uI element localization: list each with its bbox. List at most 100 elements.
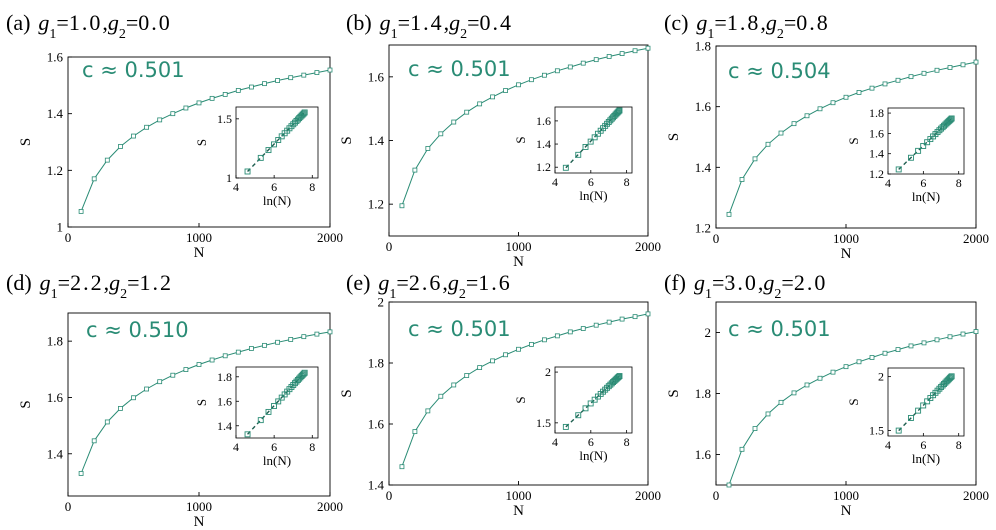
central-charge-annotation: c ≈ 0.501 [408, 317, 511, 341]
g2-value: 1.2 [140, 270, 174, 295]
data-point [131, 395, 136, 401]
data-point [464, 373, 470, 378]
panel-d: (d) g1=2.2,g2=1.2 0 1000 2000 1.4 1.6 1.8 N Sc ≈ … [6, 270, 343, 530]
central-charge-annotation: c ≈ 0.510 [86, 318, 189, 342]
x-tick-label: 1000 [186, 230, 212, 245]
inset-data-point [616, 373, 623, 379]
inset-y-tick-label: 1.4 [869, 147, 884, 161]
data-point [645, 311, 651, 317]
inset-y-tick-label: 1.6 [869, 126, 884, 140]
data-point [412, 429, 418, 435]
data-point [529, 77, 534, 83]
data-point [78, 209, 84, 214]
inset-x-axis-label: ln(N) [912, 451, 940, 466]
inset-data-point [265, 408, 272, 415]
data-point [248, 346, 254, 351]
inset-x-tick-label: 6 [588, 435, 594, 449]
data-point [144, 124, 150, 130]
data-point [843, 94, 849, 100]
inset-data-point [936, 127, 943, 134]
inset-y-axis-label: S [194, 139, 209, 146]
data-point [222, 92, 228, 97]
inset-data-point [947, 116, 954, 123]
data-point [438, 131, 444, 137]
inset-data-point [591, 134, 598, 141]
x-tick-label: 1000 [833, 488, 859, 503]
central-charge-annotation: c ≈ 0.501 [82, 58, 185, 82]
y-axis-label: S [666, 389, 682, 397]
inset-x-tick-label: 8 [956, 176, 962, 190]
y-tick-label: 1.4 [695, 160, 712, 175]
inset-y-tick-label: 1.8 [869, 106, 884, 120]
panel-tag: (b) [346, 10, 372, 35]
central-charge-annotation: c ≈ 0.501 [408, 57, 511, 81]
inset-y-tick-label: 1.5 [869, 424, 884, 438]
data-point [973, 59, 979, 65]
inset-data-point [562, 423, 569, 430]
inset-data-point [582, 405, 589, 412]
data-point [262, 342, 267, 348]
inset-data-point [301, 369, 308, 376]
x-tick-label: 0 [65, 499, 72, 514]
inset-data-point [920, 143, 927, 149]
data-point [895, 347, 901, 352]
panel-f: (f) g1=3.0,g2=2.0 0 1000 2000 1.6 1.8 2 N Sc ≈ 0.… [664, 270, 989, 519]
inset-y-tick-label: 1.5 [536, 416, 551, 430]
inset-data-point [575, 151, 582, 158]
panel-title: (a) g1=1.0,g2=0.0 [6, 10, 172, 42]
x-tick-label: 2000 [317, 499, 343, 514]
data-point [248, 84, 254, 90]
data-point [91, 176, 97, 182]
x-tick-label: 0 [386, 488, 393, 503]
data-point [960, 331, 966, 337]
inset-data-point [948, 115, 955, 122]
inset-y-tick-label: 1.2 [869, 167, 884, 181]
x-tick-label: 2000 [635, 488, 661, 503]
y-tick-label: 1.2 [47, 163, 63, 178]
data-point [973, 329, 979, 334]
data-point [619, 316, 625, 322]
data-point [490, 94, 496, 100]
data-point [778, 130, 784, 136]
panel-tag: (d) [6, 270, 32, 295]
data-point [895, 77, 901, 83]
data-point [947, 65, 953, 70]
inset-y-tick-label: 2 [545, 365, 551, 379]
data-point [118, 144, 123, 149]
panel-tag: (e) [346, 270, 370, 295]
data-point [830, 100, 836, 106]
data-point [632, 314, 638, 320]
data-point [752, 156, 758, 162]
panel-c: (c) g1=1.8,g2=0.8 0 1000 2000 1.2 1.4 1.6 1.8 N Sc… [664, 10, 989, 262]
inset-y-tick-label: 1.6 [536, 114, 551, 128]
data-point [580, 326, 586, 331]
inset-y-axis-label: S [513, 396, 528, 403]
inset-x-tick-label: 8 [956, 438, 962, 452]
data-point [593, 57, 599, 63]
data-point [882, 81, 888, 87]
inset-data-point [934, 129, 941, 136]
central-charge-annotation: c ≈ 0.504 [728, 59, 831, 83]
y-axis-label: S [666, 133, 682, 141]
inset-data-point [604, 384, 611, 391]
inset-x-axis-label: ln(N) [579, 188, 607, 203]
x-tick-label: 1000 [833, 231, 859, 246]
data-point [632, 48, 638, 54]
data-point [91, 438, 97, 444]
inset-x-tick-label: 6 [271, 180, 277, 194]
inset-plot: 4 6 8 1.2 1.4 1.6 1.8 ln(N) S [846, 106, 965, 204]
inset-fit-line [565, 375, 620, 428]
data-point [301, 334, 307, 340]
inset-data-point [915, 407, 922, 414]
inset-x-tick-label: 8 [624, 435, 630, 449]
inset-data-point [907, 154, 914, 161]
y-tick-label: 1.8 [695, 39, 711, 54]
inset-data-point [257, 154, 264, 161]
inset-x-axis-label: ln(N) [579, 448, 607, 463]
data-point [778, 399, 784, 405]
data-point [118, 406, 123, 411]
data-point [726, 482, 732, 488]
data-point [275, 339, 281, 345]
data-point [542, 72, 547, 78]
